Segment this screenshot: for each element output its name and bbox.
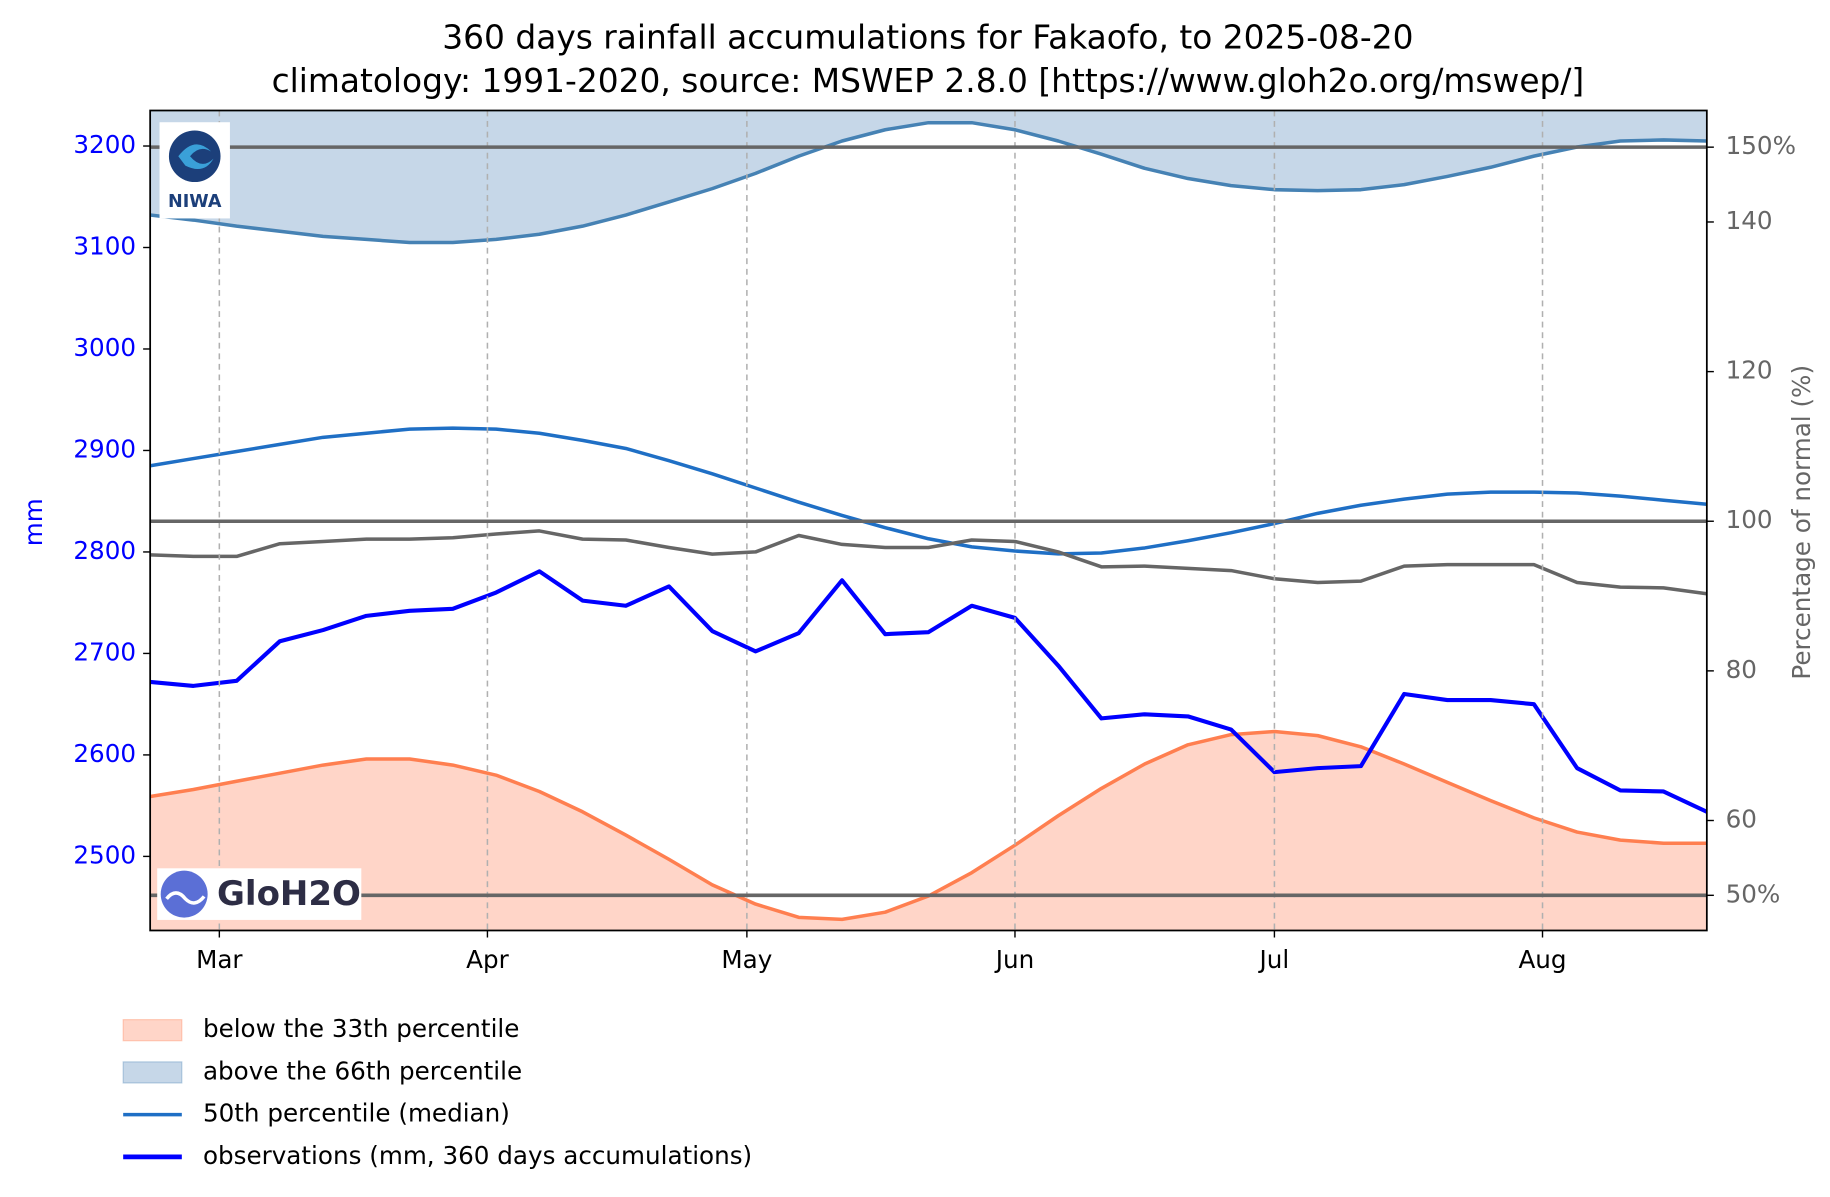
y-tick-label: 3200 — [73, 130, 136, 159]
y-tick-label: 2900 — [73, 434, 136, 463]
band-fill — [150, 110, 1707, 243]
niwa-logo-swirl — [178, 144, 214, 170]
y-axis-label: mm — [19, 498, 48, 546]
niwa-logo-text: NIWA — [168, 192, 222, 212]
band-edge-line — [150, 120, 1707, 245]
series-line — [150, 426, 1707, 556]
gloh2o-logo-wave — [165, 891, 206, 905]
niwa-logo-mark — [168, 130, 221, 183]
y2-tick-label: 60 — [1726, 805, 1757, 834]
legend-swatch — [122, 1061, 183, 1084]
y2-axis-label: Percentage of normal (%) — [1787, 365, 1816, 680]
logos: NIWA GloH2O — [157, 122, 362, 920]
legend-label: observations (mm, 360 days accumulations… — [203, 1141, 752, 1170]
y2-tick-label: 100 — [1726, 505, 1773, 534]
legend-label: above the 66th percentile — [203, 1056, 522, 1085]
gloh2o-logo-text: GloH2O — [217, 874, 361, 914]
chart-subtitle: climatology: 1991-2020, source: MSWEP 2.… — [272, 62, 1585, 100]
plot-area: Mar Apr May Jun Jul Aug 2500 2600 2700 2800 2900 30… — [73, 109, 1796, 974]
chart-title: 360 days rainfall accumulations for Faka… — [442, 18, 1413, 56]
x-tick-label: May — [721, 945, 772, 974]
y-tick-label: 2800 — [73, 536, 136, 565]
x-tick-label: Jun — [994, 945, 1034, 974]
y2-tick-label: 150% — [1726, 131, 1796, 160]
y-tick-label: 2700 — [73, 637, 136, 666]
legend-label: 50th percentile (median) — [203, 1099, 510, 1128]
y2-tick-label: 80 — [1726, 655, 1757, 684]
series-line — [150, 529, 1707, 596]
y2-tick-label: 50% — [1726, 879, 1781, 908]
y-tick-label: 2600 — [73, 739, 136, 768]
y-tick-label: 3000 — [73, 333, 136, 362]
legend-label: below the 33th percentile — [203, 1014, 519, 1043]
x-tick-label: Apr — [466, 945, 509, 974]
y-tick-label: 2500 — [73, 840, 136, 869]
legend: below the 33th percentile above the 66th … — [122, 1014, 752, 1170]
plot-frame — [149, 109, 1708, 932]
y-tick-label: 3100 — [73, 232, 136, 261]
y2-tick-label: 140 — [1726, 206, 1773, 235]
x-tick-label: Aug — [1518, 945, 1566, 974]
series-layer — [150, 110, 1707, 931]
series-line — [150, 569, 1707, 814]
x-tick-label: Mar — [196, 945, 243, 974]
gloh2o-logo-mark — [160, 870, 208, 918]
band-fill — [150, 731, 1707, 931]
legend-swatch — [122, 1019, 183, 1042]
y2-tick-label: 120 — [1726, 356, 1773, 385]
x-tick-label: Jul — [1258, 945, 1290, 974]
